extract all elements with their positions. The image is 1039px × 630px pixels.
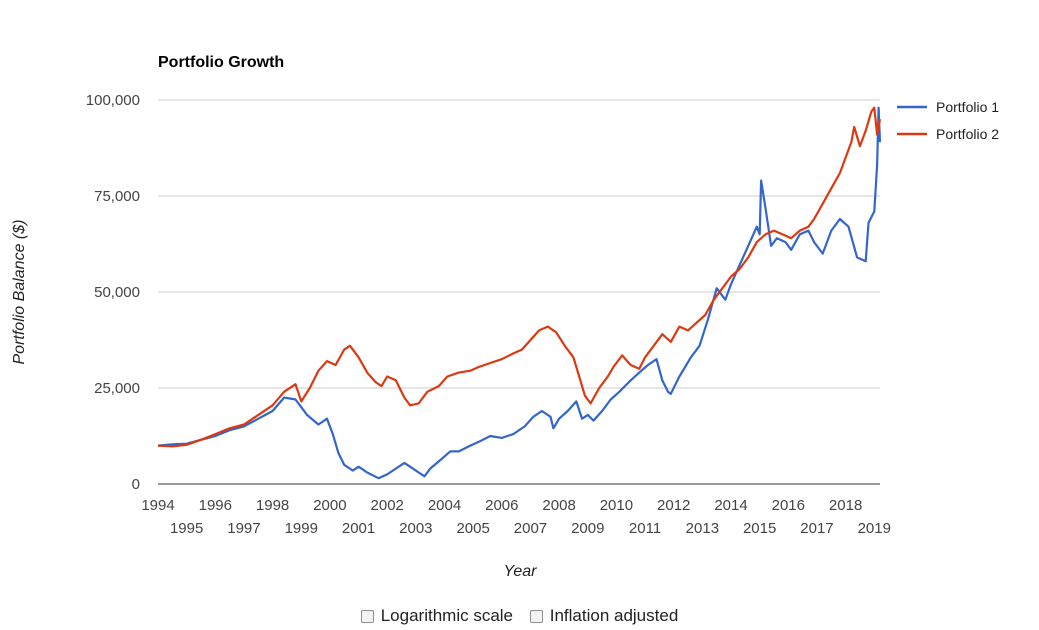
x-tick-label: 2014 (714, 497, 747, 514)
logarithmic-scale-label: Logarithmic scale (380, 606, 513, 625)
x-tick-label: 2019 (858, 520, 891, 537)
x-tick-label: 2006 (485, 497, 518, 514)
x-tick-label: 1994 (141, 497, 174, 514)
x-tick-label: 2005 (456, 520, 489, 537)
x-tick-label: 2007 (514, 520, 547, 537)
x-tick-label: 2001 (342, 520, 375, 537)
x-tick-label: 1995 (170, 520, 203, 537)
x-tick-label: 2016 (772, 497, 805, 514)
series-line-portfolio-1 (157, 106, 882, 480)
x-tick-label: 2012 (657, 497, 690, 514)
chart-title: Portfolio Growth (158, 54, 284, 71)
portfolio-growth-chart: Portfolio Growth 0 25,000 50,000 75,000 100,… (11, 54, 999, 580)
x-tick-label: 1998 (256, 497, 289, 514)
legend: Portfolio 1 Portfolio 2 (897, 99, 999, 142)
x-tick-label: 2018 (829, 497, 862, 514)
x-tick-label: 2003 (399, 520, 432, 537)
logarithmic-scale-checkbox[interactable] (360, 609, 374, 623)
y-tick-label: 0 (132, 476, 140, 493)
x-axis-ticks: 1994 1996 1998 2000 2002 2004 2006 2008 2010 2012… (141, 497, 891, 537)
x-tick-label: 2009 (571, 520, 604, 537)
legend-label: Portfolio 2 (936, 126, 999, 142)
x-tick-label: 2008 (542, 497, 575, 514)
legend-label: Portfolio 1 (936, 99, 999, 115)
x-tick-label: 1999 (285, 520, 318, 537)
x-tick-label: 1997 (227, 520, 260, 537)
gridlines (158, 99, 880, 485)
x-tick-label: 2002 (371, 497, 404, 514)
y-axis-title: Portfolio Balance ($) (11, 220, 28, 365)
series-lines (157, 106, 882, 480)
inflation-adjusted-toggle[interactable]: Inflation adjusted (529, 606, 679, 626)
x-tick-label: 2010 (600, 497, 633, 514)
inflation-adjusted-checkbox[interactable] (529, 609, 543, 623)
y-tick-label: 25,000 (94, 380, 140, 397)
x-tick-label: 2004 (428, 497, 461, 514)
series-line-portfolio-2 (157, 106, 882, 448)
y-tick-label: 75,000 (94, 188, 140, 205)
x-axis-title: Year (504, 563, 538, 580)
chart-options: Logarithmic scale Inflation adjusted (0, 606, 1039, 628)
logarithmic-scale-toggle[interactable]: Logarithmic scale (360, 606, 513, 626)
y-tick-label: 100,000 (86, 92, 140, 109)
x-tick-label: 2015 (743, 520, 776, 537)
x-tick-label: 1996 (199, 497, 232, 514)
inflation-adjusted-label: Inflation adjusted (549, 606, 679, 625)
y-axis-ticks: 0 25,000 50,000 75,000 100,000 (86, 92, 140, 493)
y-tick-label: 50,000 (94, 284, 140, 301)
x-tick-label: 2000 (313, 497, 346, 514)
x-tick-label: 2017 (800, 520, 833, 537)
x-tick-label: 2011 (629, 520, 661, 537)
x-tick-label: 2013 (686, 520, 719, 537)
